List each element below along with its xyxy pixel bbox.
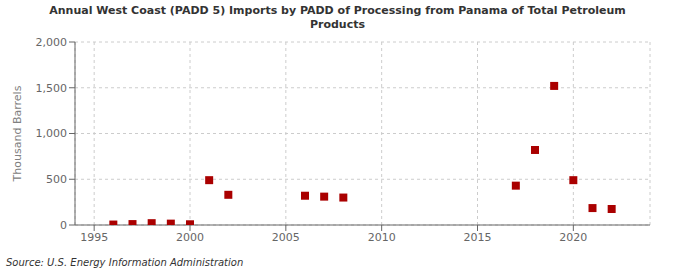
html-text:Annual West Coast (PADD 5) Imp: Annual West Coast (PADD 5) Imports by PA… xyxy=(49,4,626,17)
svg-text:2020: 2020 xyxy=(559,231,587,244)
svg-text:2,000: 2,000 xyxy=(36,36,68,49)
svg-text:500: 500 xyxy=(46,173,67,186)
svg-text:Thousand Barrels: Thousand Barrels xyxy=(11,85,24,182)
html-text:Source: U.S. Energy Informatio: Source: U.S. Energy Information Administ… xyxy=(6,257,244,268)
svg-text:2010: 2010 xyxy=(368,231,396,244)
svg-text:1,500: 1,500 xyxy=(36,82,68,95)
svg-text:0: 0 xyxy=(60,219,67,232)
svg-text:1,000: 1,000 xyxy=(36,127,68,140)
svg-text:2005: 2005 xyxy=(272,231,300,244)
html-text:Products: Products xyxy=(310,18,365,31)
svg-text:2000: 2000 xyxy=(176,231,204,244)
svg-text:2015: 2015 xyxy=(464,231,492,244)
svg-text:1995: 1995 xyxy=(80,231,108,244)
